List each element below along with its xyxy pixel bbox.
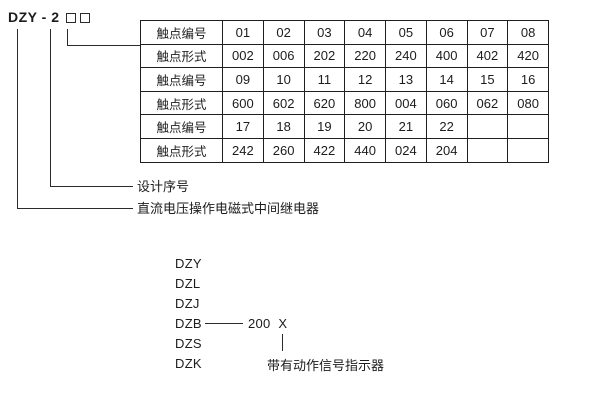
value-cell [507,137,549,163]
model-prefix-list: DZY DZL DZJ DZB 200 X DZS DZK [175,253,287,373]
row-label-cell: 触点形式 [140,43,223,69]
table-row: 触点编号 01 02 03 04 05 06 07 08 [140,20,549,45]
value-cell: 600 [222,90,264,116]
row-label-cell: 触点编号 [140,20,223,45]
connector-type-vertical [17,29,18,209]
value-cell: 18 [262,114,305,139]
value-cell: 07 [466,20,509,45]
design-serial-label: 设计序号 [137,179,190,194]
row-label-cell: 触点编号 [140,67,223,92]
value-cell: 20 [344,114,386,139]
row-label-cell: 触点编号 [140,114,223,139]
value-cell: 204 [425,137,468,163]
model-code: DZY - 2 [8,9,91,25]
value-cell: 060 [425,90,468,116]
list-item: DZJ [175,293,287,313]
relay-type-label: 直流电压操作电磁式中间继电器 [137,201,320,216]
value-cell: 420 [507,43,549,69]
value-cell: 004 [385,90,427,116]
value-cell: 15 [466,67,509,92]
value-cell: 202 [303,43,346,69]
model-code-text: DZY - 2 [8,9,60,25]
value-cell: 10 [262,67,305,92]
value-cell: 04 [344,20,386,45]
table-row: 触点形式 002 006 202 220 240 400 402 420 [140,43,549,69]
value-cell: 02 [262,20,305,45]
value-cell: 620 [303,90,346,116]
value-cell: 006 [262,43,305,69]
value-cell: 400 [425,43,468,69]
row-label-cell: 触点形式 [140,90,223,116]
contact-table: 触点编号 01 02 03 04 05 06 07 08 触点形式 002 006 202 220 240 4… [140,20,549,163]
value-cell: 422 [303,137,346,163]
model-prefix-dzk: DZK [175,355,202,371]
table-row: 触点编号 17 18 19 20 21 22 [140,114,549,139]
value-cell: 09 [222,67,264,92]
connector-squares-horizontal [67,45,141,46]
value-cell: 080 [507,90,549,116]
value-cell [507,114,549,139]
placeholder-square-icon [80,12,91,23]
table-row: 触点形式 242 260 422 440 024 204 [140,137,549,163]
value-cell: 002 [222,43,264,69]
value-cell: 402 [466,43,509,69]
table-row: 触点编号 09 10 11 12 13 14 15 16 [140,67,549,92]
list-item: DZK [175,353,287,373]
value-cell: 440 [344,137,386,163]
model-prefix-dzs: DZS [175,335,202,351]
contact-table-body: 触点编号 01 02 03 04 05 06 07 08 触点形式 002 006 202 220 240 4… [140,20,549,163]
model-prefix-dzj: DZJ [175,295,200,311]
list-item: DZL [175,273,287,293]
list-item-dzb: DZB 200 X [175,313,287,333]
value-cell: 05 [385,20,427,45]
value-cell: 12 [344,67,386,92]
value-cell: 22 [425,114,468,139]
value-cell: 13 [385,67,427,92]
value-cell [466,114,509,139]
value-cell: 19 [303,114,346,139]
list-item: DZS [175,333,287,353]
indicator-note-label: 带有动作信号指示器 [267,358,385,373]
value-cell: 062 [466,90,509,116]
value-cell: 21 [385,114,427,139]
model-prefix-dzl: DZL [175,275,201,291]
value-cell: 242 [222,137,264,163]
value-cell: 03 [303,20,346,45]
connector-serial-vertical [50,29,51,187]
value-cell: 16 [507,67,549,92]
value-cell: 024 [385,137,427,163]
placeholder-square-icon [66,12,77,23]
row-label-cell: 触点形式 [140,137,223,163]
value-cell: 602 [262,90,305,116]
value-cell: 08 [507,20,549,45]
value-cell: 260 [262,137,305,163]
connector-squares-vertical [67,29,68,46]
model-prefix-dzy: DZY [175,255,202,271]
connector-type-horizontal [17,208,133,209]
value-cell: 17 [222,114,264,139]
dzb-connector-line [205,322,243,324]
value-cell: 220 [344,43,386,69]
connector-indicator-vertical [282,334,283,351]
value-cell: 240 [385,43,427,69]
list-item: DZY [175,253,287,273]
value-cell: 01 [222,20,264,45]
dzb-suffix-text: 200 X [248,315,288,331]
value-cell: 11 [303,67,346,92]
value-cell: 06 [425,20,468,45]
value-cell: 14 [425,67,468,92]
value-cell: 800 [344,90,386,116]
model-prefix-dzb: DZB [175,315,202,331]
value-cell [466,137,509,163]
table-row: 触点形式 600 602 620 800 004 060 062 080 [140,90,549,116]
connector-serial-horizontal [50,186,133,187]
